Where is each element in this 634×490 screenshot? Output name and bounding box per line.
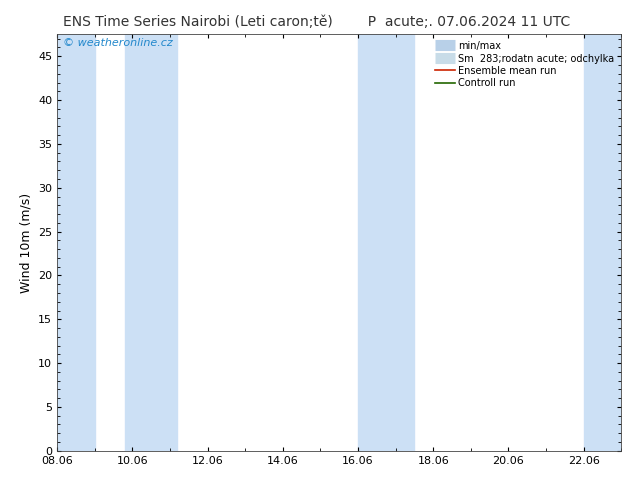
Legend: min/max, Sm  283;rodatn acute; odchylka, Ensemble mean run, Controll run: min/max, Sm 283;rodatn acute; odchylka, … [433,39,616,90]
Bar [57,34,94,451]
Text: © weatheronline.cz: © weatheronline.cz [63,38,172,49]
Bar [358,34,415,451]
Y-axis label: Wind 10m (m/s): Wind 10m (m/s) [20,193,32,293]
Bar [125,34,178,451]
Text: ENS Time Series Nairobi (Leti caron;tě)        P  acute;. 07.06.2024 11 UTC: ENS Time Series Nairobi (Leti caron;tě) … [63,15,571,29]
Bar [584,34,621,451]
